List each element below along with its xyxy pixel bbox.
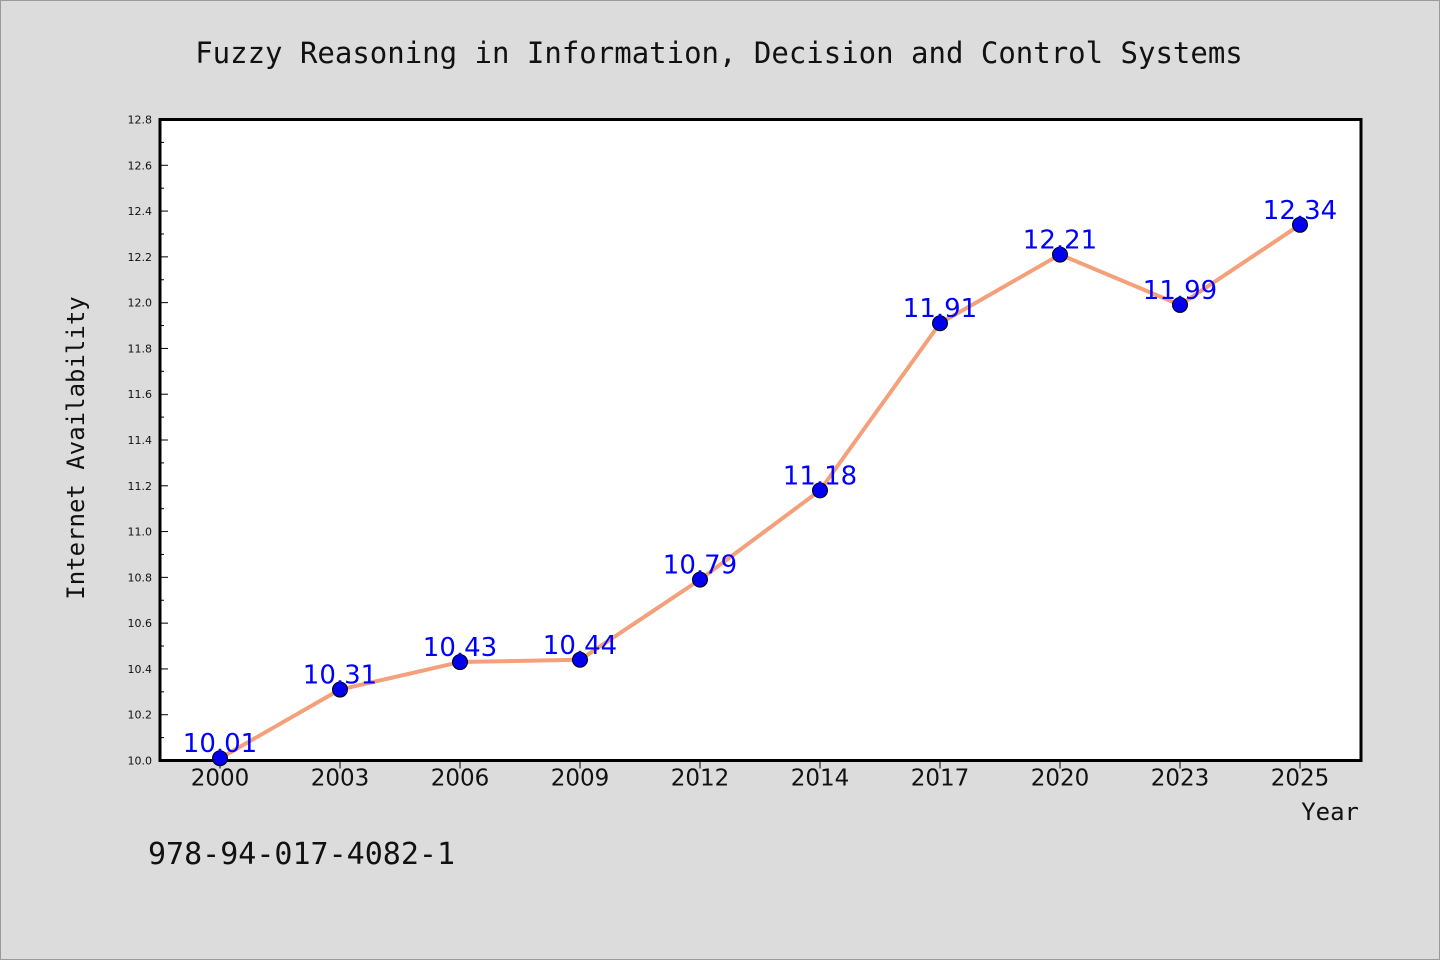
x-tick-label: 2012 [671,766,730,792]
data-label: 10.44 [543,631,617,661]
y-axis: 10.0 10.2 10.4 10.6 10.8 11.0 11.2 11.4 11.6 11.8… [128,114,168,768]
data-label: 11.18 [783,461,857,491]
x-tick-label: 2020 [1031,766,1090,792]
x-tick-label: 2017 [911,766,970,792]
x-axis: 2000 2003 2006 2009 2012 2014 2017 2020 2023 2025 [191,760,1330,792]
series-line-group [218,222,1302,761]
data-label: 12.21 [1023,226,1097,256]
data-point-marker [1052,246,1068,263]
x-tick-label: 2009 [551,766,610,792]
data-label: 10.01 [183,729,257,759]
x-tick-label: 2000 [191,766,250,792]
data-labels-group: 10.01 10.31 10.43 10.44 10.79 11.18 11.91 12.21… [183,196,1337,759]
x-tick-label: 2014 [791,766,850,792]
data-point-marker [572,651,588,668]
x-tick-label: 2003 [311,766,370,792]
data-label: 11.99 [1143,276,1217,306]
data-point-marker [812,482,828,499]
chart-title: Fuzzy Reasoning in Information, Decision… [195,36,1243,70]
y-tick-label: 12.4 [128,205,153,218]
y-tick-label: 11.4 [128,434,153,447]
x-axis-label: Year [1301,798,1359,826]
y-tick-label: 10.2 [128,709,153,722]
data-label: 10.43 [423,633,497,663]
markers-group [212,216,1308,767]
plot-area [158,118,1363,762]
y-tick-label: 11.2 [128,480,153,493]
y-tick-label: 12.6 [128,159,153,172]
data-point-marker [452,654,468,671]
data-label: 12.34 [1263,196,1337,226]
y-axis-label: Internet Availability [62,296,90,599]
y-tick-label: 12.8 [128,114,153,127]
y-tick-label: 11.6 [128,388,153,401]
y-tick-label: 11.8 [128,342,153,355]
y-tick-label: 10.4 [128,663,153,676]
data-point-marker [932,315,948,332]
x-tick-label: 2006 [431,766,490,792]
x-tick-label: 2025 [1271,766,1330,792]
y-tick-label: 10.6 [128,617,153,630]
data-point-marker [692,571,708,588]
y-tick-label: 12.2 [128,251,153,264]
data-point-marker [1292,216,1308,233]
x-tick-label: 2023 [1151,766,1210,792]
data-label: 10.31 [303,661,377,691]
data-point-marker [1172,296,1188,313]
y-tick-label: 12.0 [128,297,153,310]
data-point-marker [212,750,228,767]
data-point-marker [332,681,348,698]
data-label: 11.91 [903,294,977,324]
y-tick-label: 10.8 [128,571,153,584]
isbn-footnote: 978-94-017-4082-1 [148,837,455,872]
y-tick-label: 11.0 [128,526,153,539]
data-label: 10.79 [663,551,737,581]
y-tick-label: 10.0 [128,755,153,768]
series-line [218,222,1302,761]
